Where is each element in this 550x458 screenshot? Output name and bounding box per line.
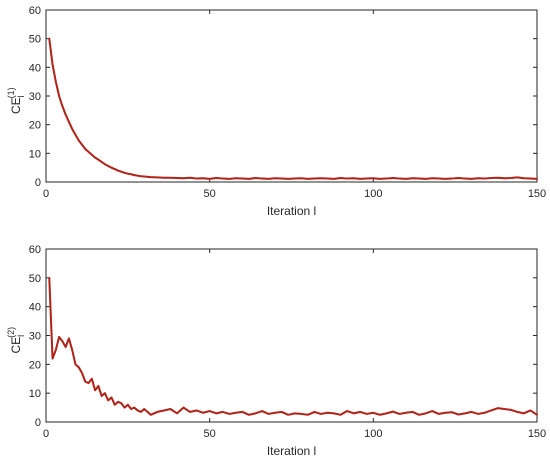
chart-1-y-tick-label: 50: [29, 34, 41, 46]
chart-1-x-tick-label: 0: [43, 188, 49, 200]
chart-1-x-axis-label: Iteration l: [267, 204, 316, 218]
chart-2-y-axis-label-main: CE: [9, 337, 23, 354]
chart-1-x-tick-label: 150: [528, 188, 546, 200]
chart-1-y-tick-label: 0: [35, 177, 41, 189]
chart-2-x-tick-label: 0: [43, 428, 49, 440]
chart-2-x-axis-label: Iteration l: [267, 444, 316, 458]
chart-2-y-tick-label: 20: [29, 359, 41, 371]
chart-2-x-tick-label: 100: [364, 428, 382, 440]
chart-1-y-axis-label: CEl(1): [6, 87, 26, 114]
chart-1-y-axis-label-sub: l: [16, 95, 26, 97]
chart-2-series-line: [48, 276, 538, 416]
bottom-chart-panel: 0 10 20 30 40 50 60 0 50 100 150 Iteration l CEl(2): [6, 244, 546, 458]
chart-2-y-axis-label-sup: (2): [6, 327, 16, 338]
chart-2-y-tick-label: 10: [29, 388, 41, 400]
chart-2-x-tick-label: 50: [204, 428, 216, 440]
chart-1-x-tick-label: 100: [364, 188, 382, 200]
chart-1-y-tick-label: 30: [29, 91, 41, 103]
chart-1-series-line: [48, 37, 538, 180]
chart-2-plot-frame: [45, 248, 538, 423]
chart-1-series-halo: [48, 37, 538, 180]
chart-1-y-axis-label-main: CE: [9, 97, 23, 114]
top-chart-panel: 0 10 20 30 40 50 60 0 50 100 150 Iteration l CEl(1): [6, 5, 546, 218]
chart-1-y-axis-label-sup: (1): [6, 87, 16, 98]
chart-1-y-tick-label: 60: [29, 5, 41, 17]
chart-2-y-tick-label: 40: [29, 302, 41, 314]
chart-1-y-tick-label: 10: [29, 148, 41, 160]
chart-2-y-axis-label-sub: l: [16, 335, 26, 337]
chart-1-y-tick-label: 20: [29, 120, 41, 132]
chart-1-x-tick-label: 50: [204, 188, 216, 200]
chart-2-y-axis-label: CEl(2): [6, 327, 26, 354]
chart-1-plot-frame: [45, 9, 538, 183]
chart-2-y-tick-label: 50: [29, 273, 41, 285]
chart-2-x-tick-label: 150: [528, 428, 546, 440]
chart-2-y-tick-label: 0: [35, 417, 41, 429]
chart-2-y-tick-label: 60: [29, 244, 41, 256]
chart-2-y-tick-label: 30: [29, 331, 41, 343]
chart-1-y-tick-label: 40: [29, 62, 41, 74]
chart-2-series-halo: [48, 276, 538, 416]
